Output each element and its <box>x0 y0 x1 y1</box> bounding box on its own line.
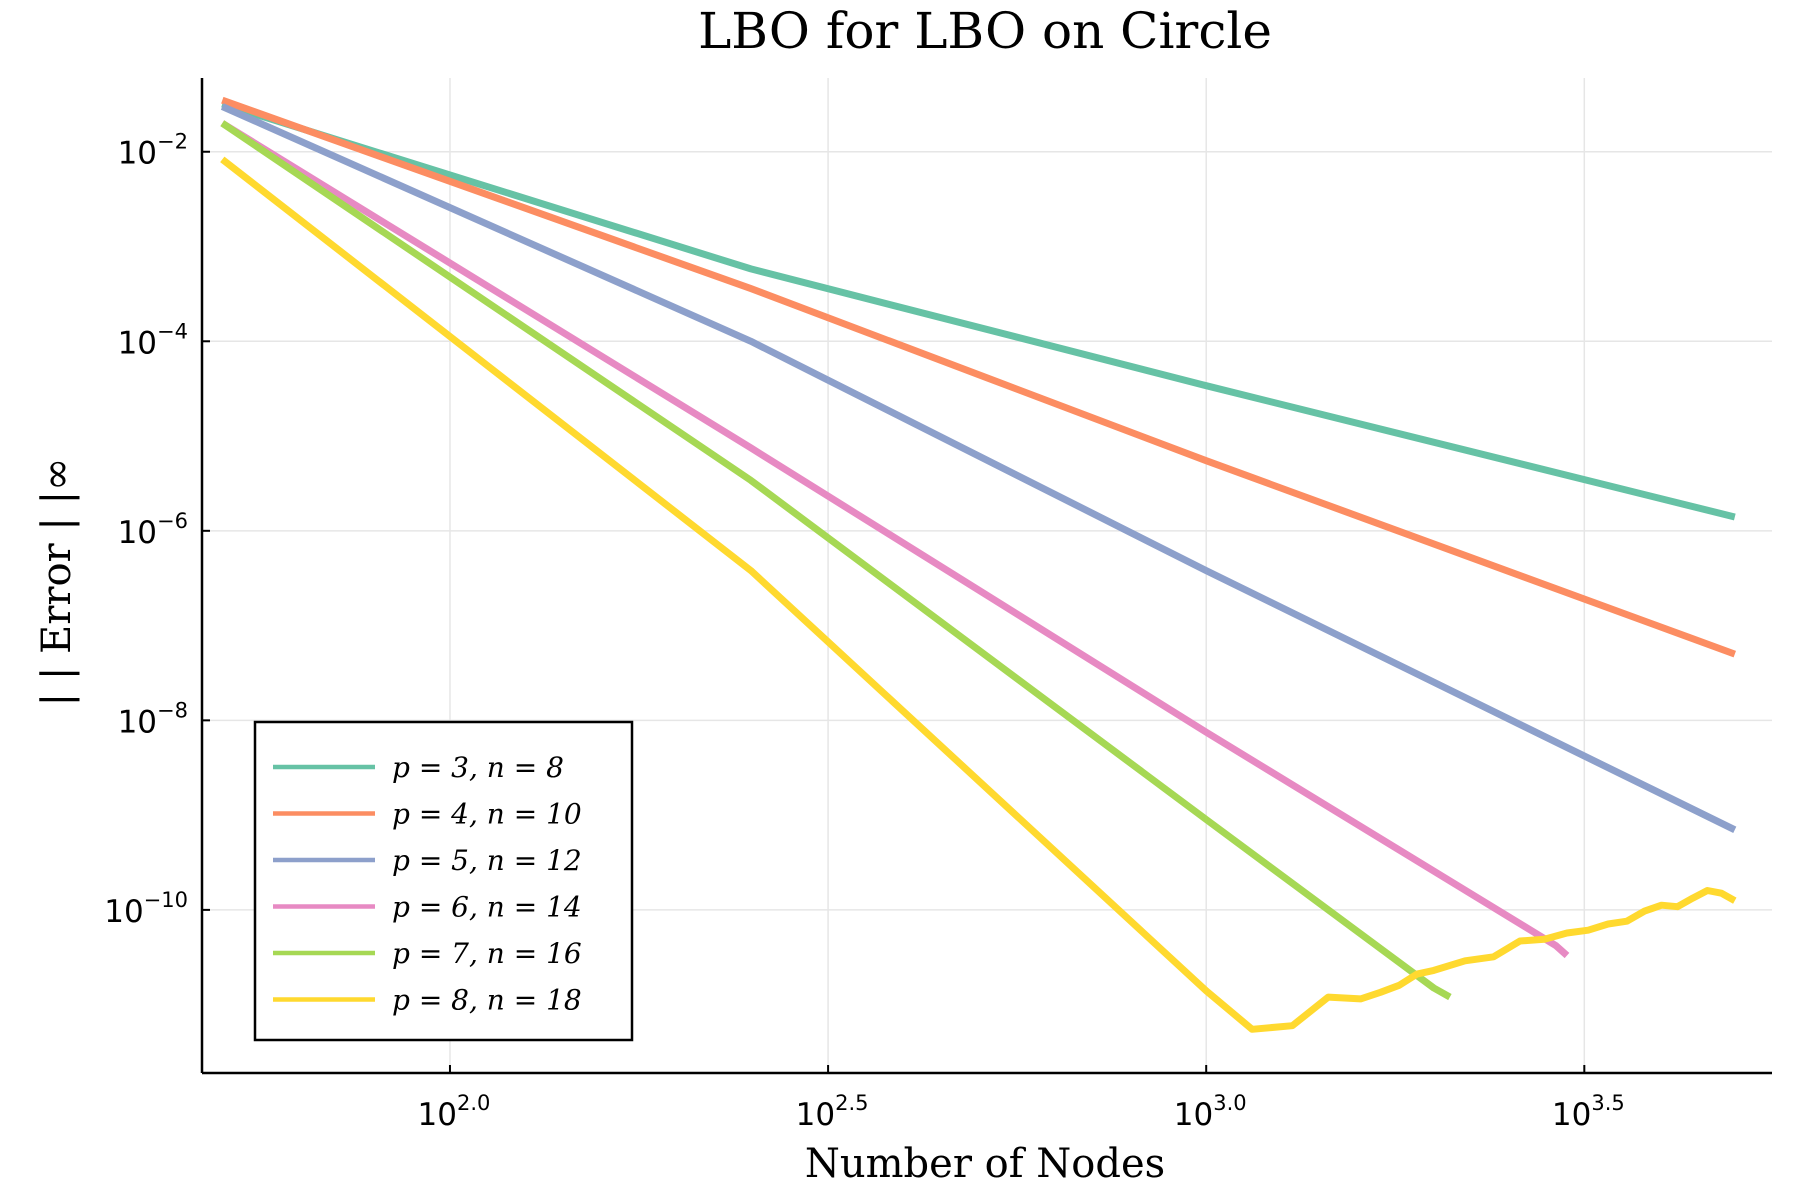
legend: p = 3, n = 8 p = 4, n = 10 p = 5, n = 12 p … <box>253 720 634 1042</box>
x-tick-label: 102.0 <box>418 1091 491 1133</box>
y-tick-label: 10−10 <box>104 888 188 930</box>
series-line <box>220 120 1570 959</box>
series-line <box>221 100 1736 521</box>
legend-items: p = 3, n = 8 p = 4, n = 10 p = 5, n = 12 p … <box>273 751 582 1017</box>
x-tick-label: 103.5 <box>1552 1091 1625 1133</box>
legend-label: p = 6, n = 14 <box>392 891 582 924</box>
series-line <box>220 156 1737 1033</box>
series-lines <box>220 96 1737 1033</box>
y-tick-label: 10−4 <box>118 319 188 361</box>
y-tick-label: 10−6 <box>118 509 188 551</box>
legend-label: p = 3, n = 8 <box>392 751 564 784</box>
grid <box>202 78 1772 1073</box>
series-line <box>220 120 1452 1001</box>
series-line <box>220 103 1737 833</box>
y-tick-label: 10−2 <box>118 130 188 172</box>
series-line <box>221 96 1737 658</box>
legend-label: p = 5, n = 12 <box>392 844 582 877</box>
x-tick-label: 103.0 <box>1174 1091 1247 1133</box>
x-tick-label: 102.5 <box>796 1091 869 1133</box>
legend-label: p = 8, n = 18 <box>392 984 582 1017</box>
legend-label: p = 7, n = 16 <box>392 937 582 970</box>
y-axis-ticks: 10−2 10−4 10−6 10−8 10−10 <box>104 130 210 930</box>
legend-label: p = 4, n = 10 <box>392 798 582 831</box>
y-axis-label: | | Error | |∞ <box>34 458 80 707</box>
x-axis-ticks: 102.0 102.5 103.0 103.5 <box>418 1065 1625 1133</box>
y-tick-label: 10−8 <box>118 698 188 740</box>
chart-title: LBO for LBO on Circle <box>698 2 1272 60</box>
x-axis-label: Number of Nodes <box>805 1141 1165 1187</box>
legend-box <box>253 720 634 1042</box>
